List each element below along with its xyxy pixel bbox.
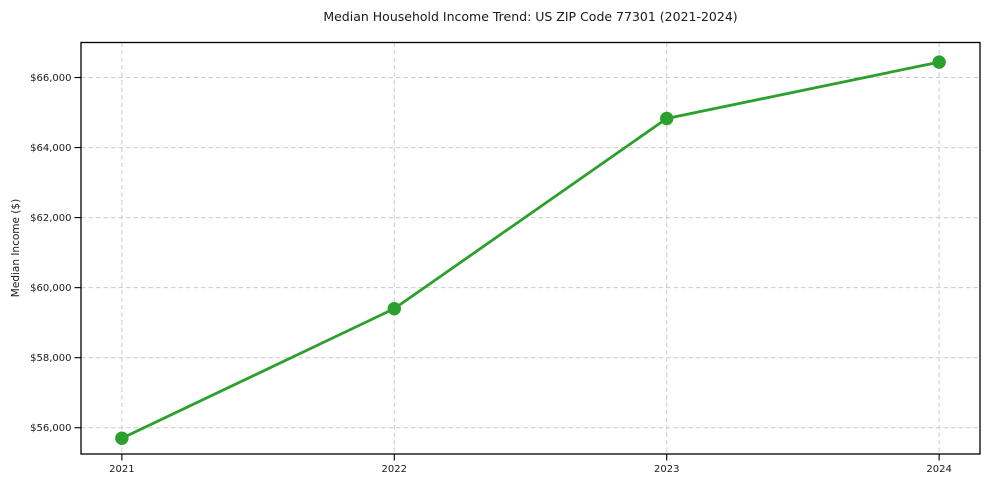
x-tick-label: 2022 [382,464,407,475]
y-tick-label: $64,000 [30,143,71,154]
y-tick-label: $66,000 [30,73,71,84]
x-tick-label: 2023 [654,464,679,475]
y-tick-label: $62,000 [30,213,71,224]
y-tick-label: $58,000 [30,353,71,364]
x-tick-label: 2021 [109,464,134,475]
plot-border [80,41,981,455]
trend-line [120,60,941,440]
data-point-marker [932,55,946,69]
data-point-marker [660,111,674,126]
x-tick-label: 2024 [926,464,951,475]
y-tick-label: $60,000 [30,283,71,294]
y-axis-label: Median Income ($) [10,198,22,298]
y-tick-label: $56,000 [30,423,71,434]
data-point-marker [115,431,129,445]
chart-title: Median Household Income Trend: US ZIP Co… [323,9,738,24]
data-point-marker [387,301,401,316]
